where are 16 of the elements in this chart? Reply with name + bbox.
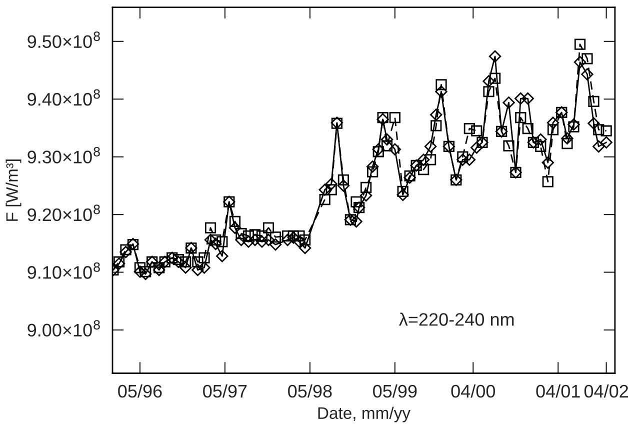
y-axis-title: F [W/m³] xyxy=(6,160,22,221)
x-tick-label: 04/00 xyxy=(451,384,496,398)
y-tick-label: 9.50×10$^{8}$ xyxy=(28,32,100,48)
y-tick-label: 9.00×10$^{8}$ xyxy=(28,320,100,337)
x-axis-title: Date, mm/yy xyxy=(318,406,410,422)
x-tick-label: 04/01 xyxy=(536,384,580,398)
y-tick-label: 9.30×10$^{8}$ xyxy=(28,146,100,164)
annotation: λ=220-240 nm xyxy=(399,312,514,326)
y-tick-label: 9.40×10$^{8}$ xyxy=(28,89,100,106)
y-tick-label: 9.10×10$^{8}$ xyxy=(28,262,100,279)
x-tick-label: 05/96 xyxy=(118,384,162,398)
x-tick-label: 05/98 xyxy=(288,384,332,398)
y-tick-label: 9.20×10$^{8}$ xyxy=(28,204,100,222)
x-tick-label: 05/97 xyxy=(203,384,247,398)
x-tick-label: 05/99 xyxy=(373,384,417,398)
x-tick-label: 04/02 xyxy=(584,384,628,398)
